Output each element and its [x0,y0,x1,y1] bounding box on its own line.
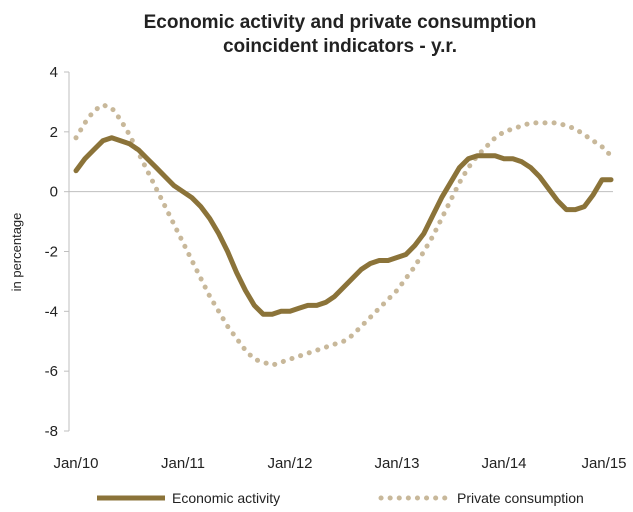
y-tick-label: 4 [50,64,58,81]
legend: Economic activity Private consumption [97,490,584,506]
x-tick-label: Jan/10 [53,455,98,472]
chart-title-line2: coincident indicators - y.r. [223,36,457,57]
y-axis-label: in percentage [9,213,24,292]
x-ticks: Jan/10 Jan/11 Jan/12 Jan/13 Jan/14 Jan/15 [53,455,626,472]
y-ticks: 4 2 0 -2 -4 -6 -8 [45,64,69,440]
y-tick-label: -8 [45,423,58,440]
series-line-economic-activity [73,135,614,317]
series-line-private-consumption [73,102,614,368]
x-tick-label: Jan/11 [161,455,205,472]
y-tick-label: -4 [45,303,58,320]
legend-label-private-consumption: Private consumption [457,490,584,506]
y-tick-label: -2 [45,244,58,261]
x-tick-label: Jan/12 [267,455,312,472]
x-tick-label: Jan/14 [481,455,526,472]
series-lines [73,102,614,368]
y-tick-label: 0 [50,184,58,201]
x-tick-label: Jan/15 [581,455,626,472]
chart-title-line1: Economic activity and private consumptio… [144,12,537,33]
x-tick-label: Jan/13 [374,455,419,472]
y-tick-label: 2 [50,124,58,141]
y-tick-label: -6 [45,363,58,380]
legend-label-economic-activity: Economic activity [172,490,280,506]
